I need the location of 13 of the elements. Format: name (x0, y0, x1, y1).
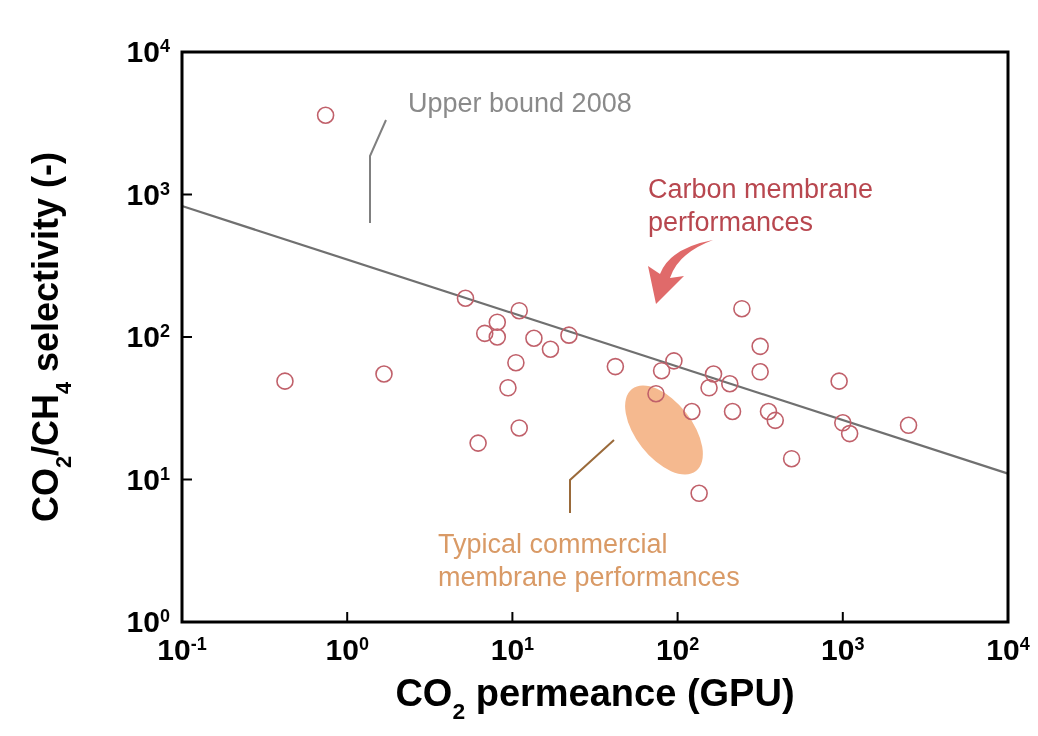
y-tick-label: 10$^{4}$ (126, 35, 170, 68)
x-axis-title: CO$_{2}$ permeance (GPU) (395, 672, 795, 724)
x-tick-label: 10$^{4}$ (986, 633, 1030, 666)
x-tick-label: 10$^{2}$ (655, 633, 700, 666)
y-tick-label: 10$^{3}$ (126, 177, 170, 211)
y-tick-label: 10$^{1}$ (126, 462, 170, 496)
annotation: Typical commercial membrane performances (438, 529, 740, 592)
annotation: Carbon membrane performances (648, 174, 874, 237)
y-tick-label: 10$^{2}$ (126, 320, 170, 353)
x-tick-label: 10$^{3}$ (821, 633, 865, 666)
x-tick-label: 10$^{0}$ (325, 633, 369, 666)
x-tick-label: 10$^{1}$ (490, 633, 535, 666)
annotation: Upper bound 2008 (408, 88, 632, 118)
